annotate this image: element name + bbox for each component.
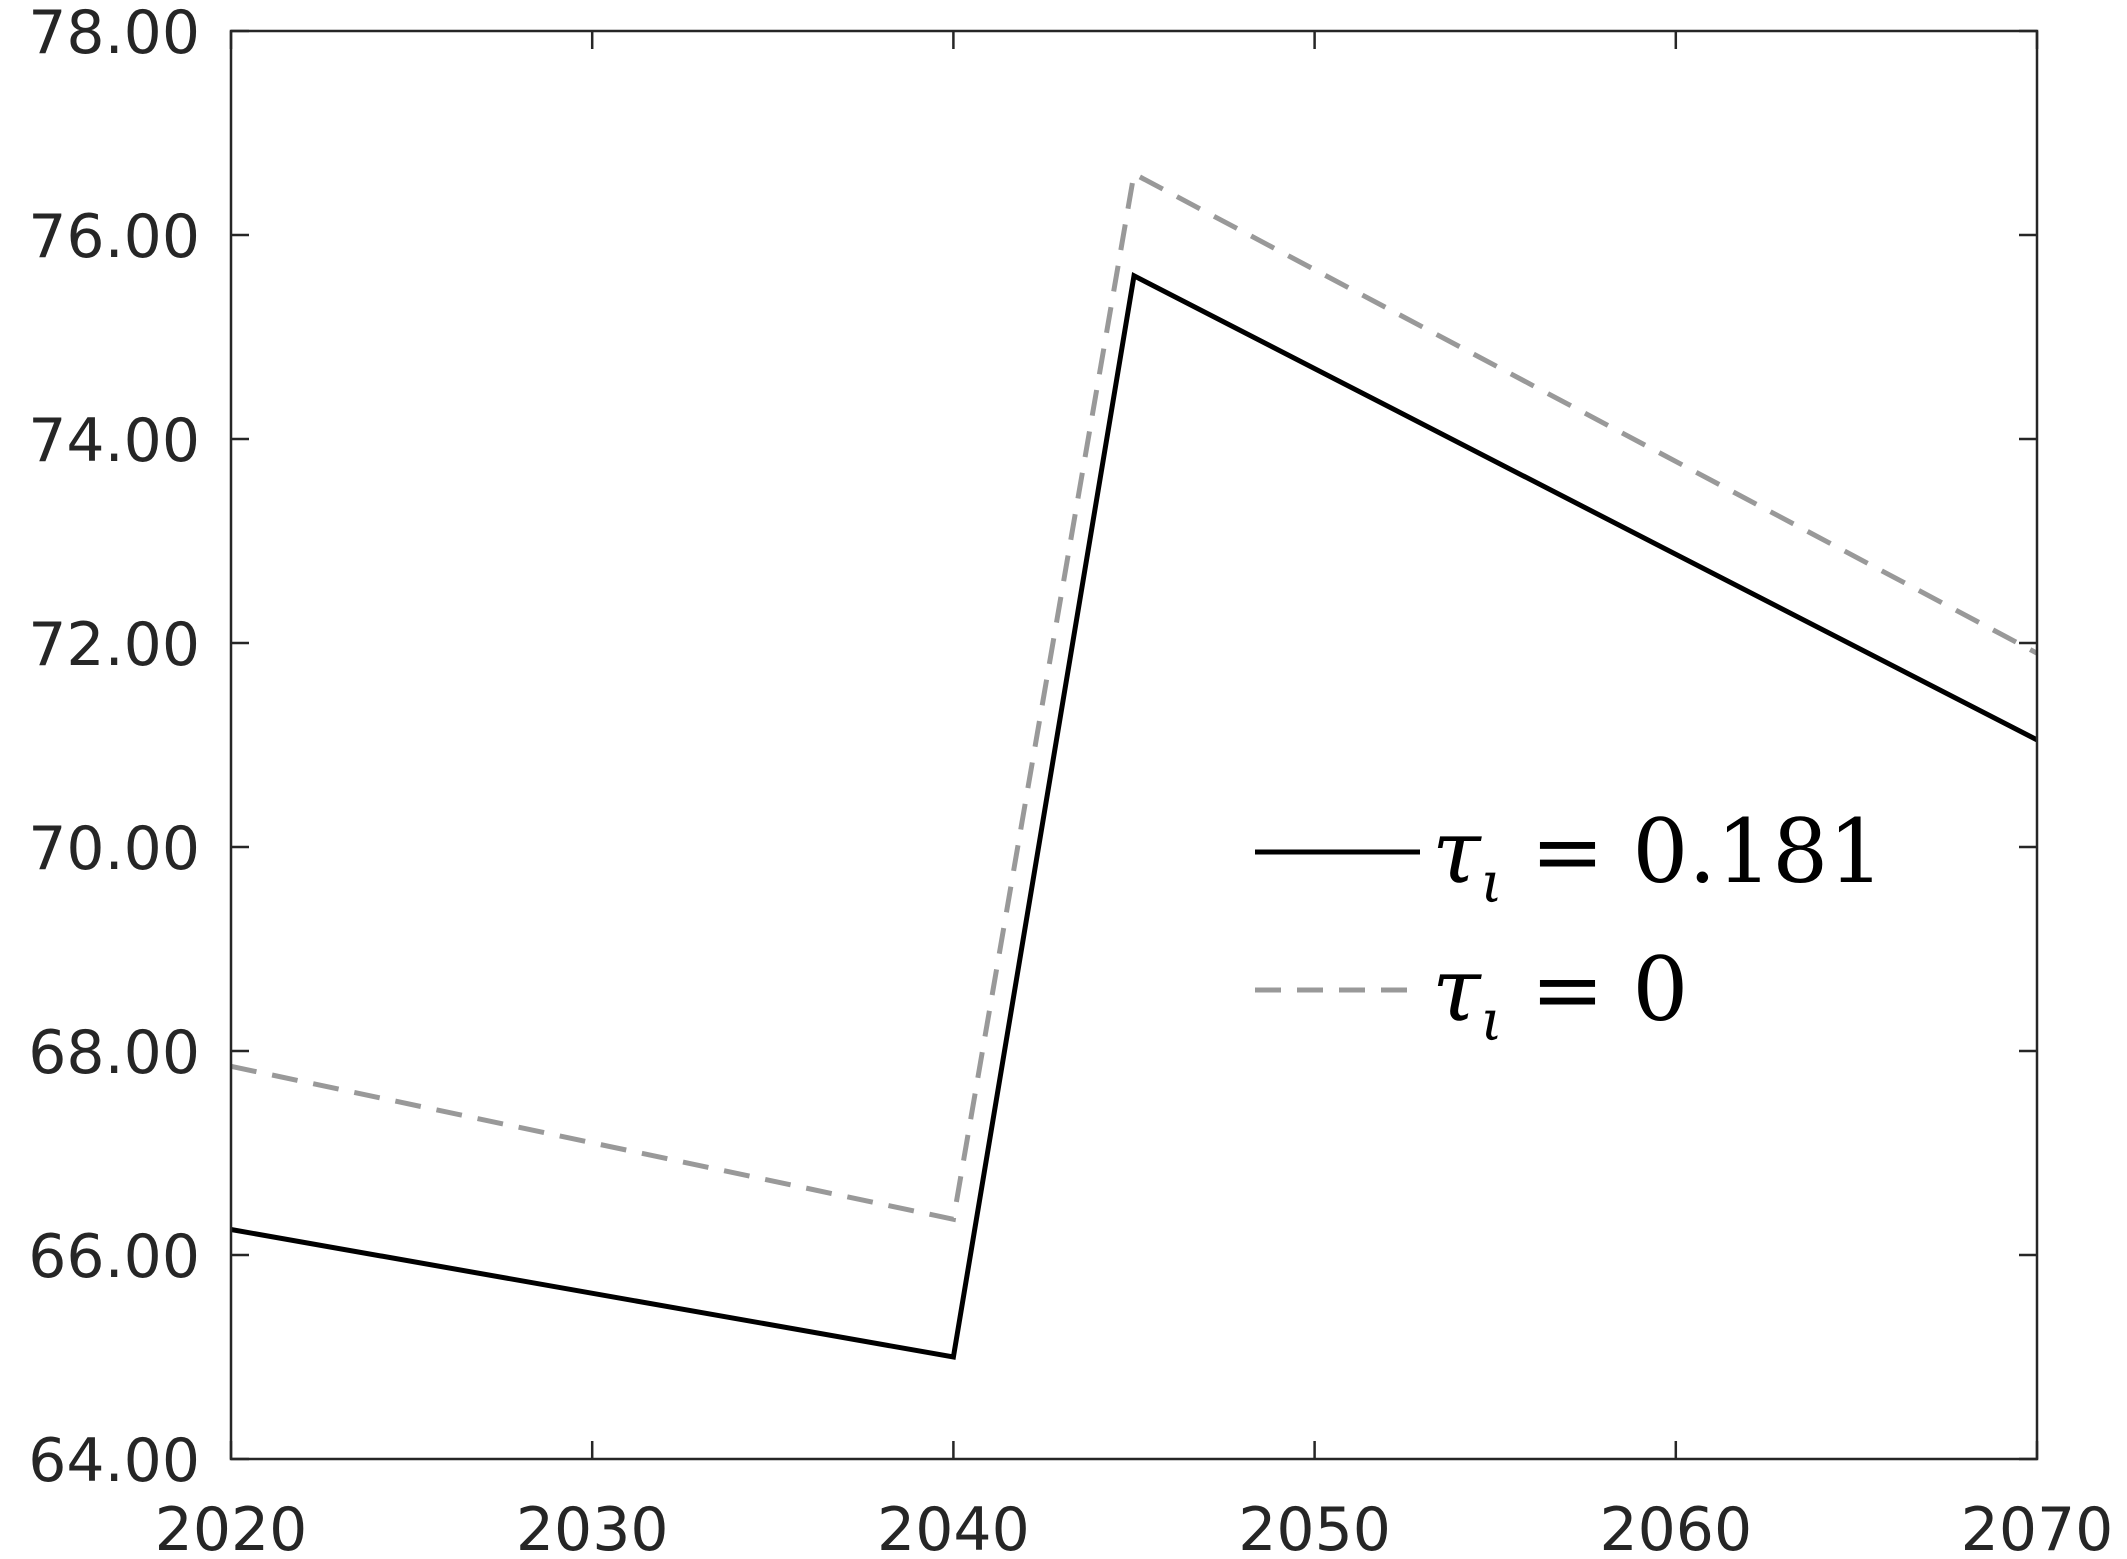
legend-label: τι = 0.181 <box>1432 800 1884 916</box>
y-tick-label: 66.00 <box>28 1222 200 1292</box>
series-line-tau-0 <box>230 169 2039 1223</box>
legend-value: = 0 <box>1503 938 1689 1041</box>
legend-subscript: ι <box>1481 851 1503 916</box>
y-tick-label: 64.00 <box>28 1426 200 1496</box>
y-tick-label: 68.00 <box>28 1018 200 1088</box>
plot-background <box>231 31 2037 1459</box>
tick-label-layer: 2020 2030 2040 2050 2060 2070 64.00 66.00 68.00 7… <box>28 0 2114 1559</box>
plot-frame <box>229 29 2039 1461</box>
legend-subscript: ι <box>1481 989 1503 1054</box>
legend-symbol: τ <box>1432 938 1482 1041</box>
x-tick-label: 2070 <box>1961 1495 2114 1554</box>
x-tick-label: 2020 <box>155 1495 308 1554</box>
y-tick-label: 70.00 <box>28 814 200 884</box>
legend-value: = 0.181 <box>1503 800 1885 903</box>
legend-symbol: τ <box>1432 800 1482 903</box>
y-tick-label: 74.00 <box>28 406 200 476</box>
x-tick-label: 2050 <box>1238 1495 1391 1554</box>
x-tick-label: 2040 <box>877 1495 1030 1554</box>
y-tick-label: 72.00 <box>28 610 200 680</box>
x-tick-label: 2060 <box>1599 1495 1752 1554</box>
legend-label: τι = 0 <box>1432 938 1688 1054</box>
series-line-tau-0-181 <box>230 272 2039 1360</box>
y-tick-label: 76.00 <box>28 202 200 272</box>
x-tick-label: 2030 <box>516 1495 669 1554</box>
y-tick-label: 78.00 <box>28 0 200 68</box>
series-layer <box>230 169 2039 1360</box>
